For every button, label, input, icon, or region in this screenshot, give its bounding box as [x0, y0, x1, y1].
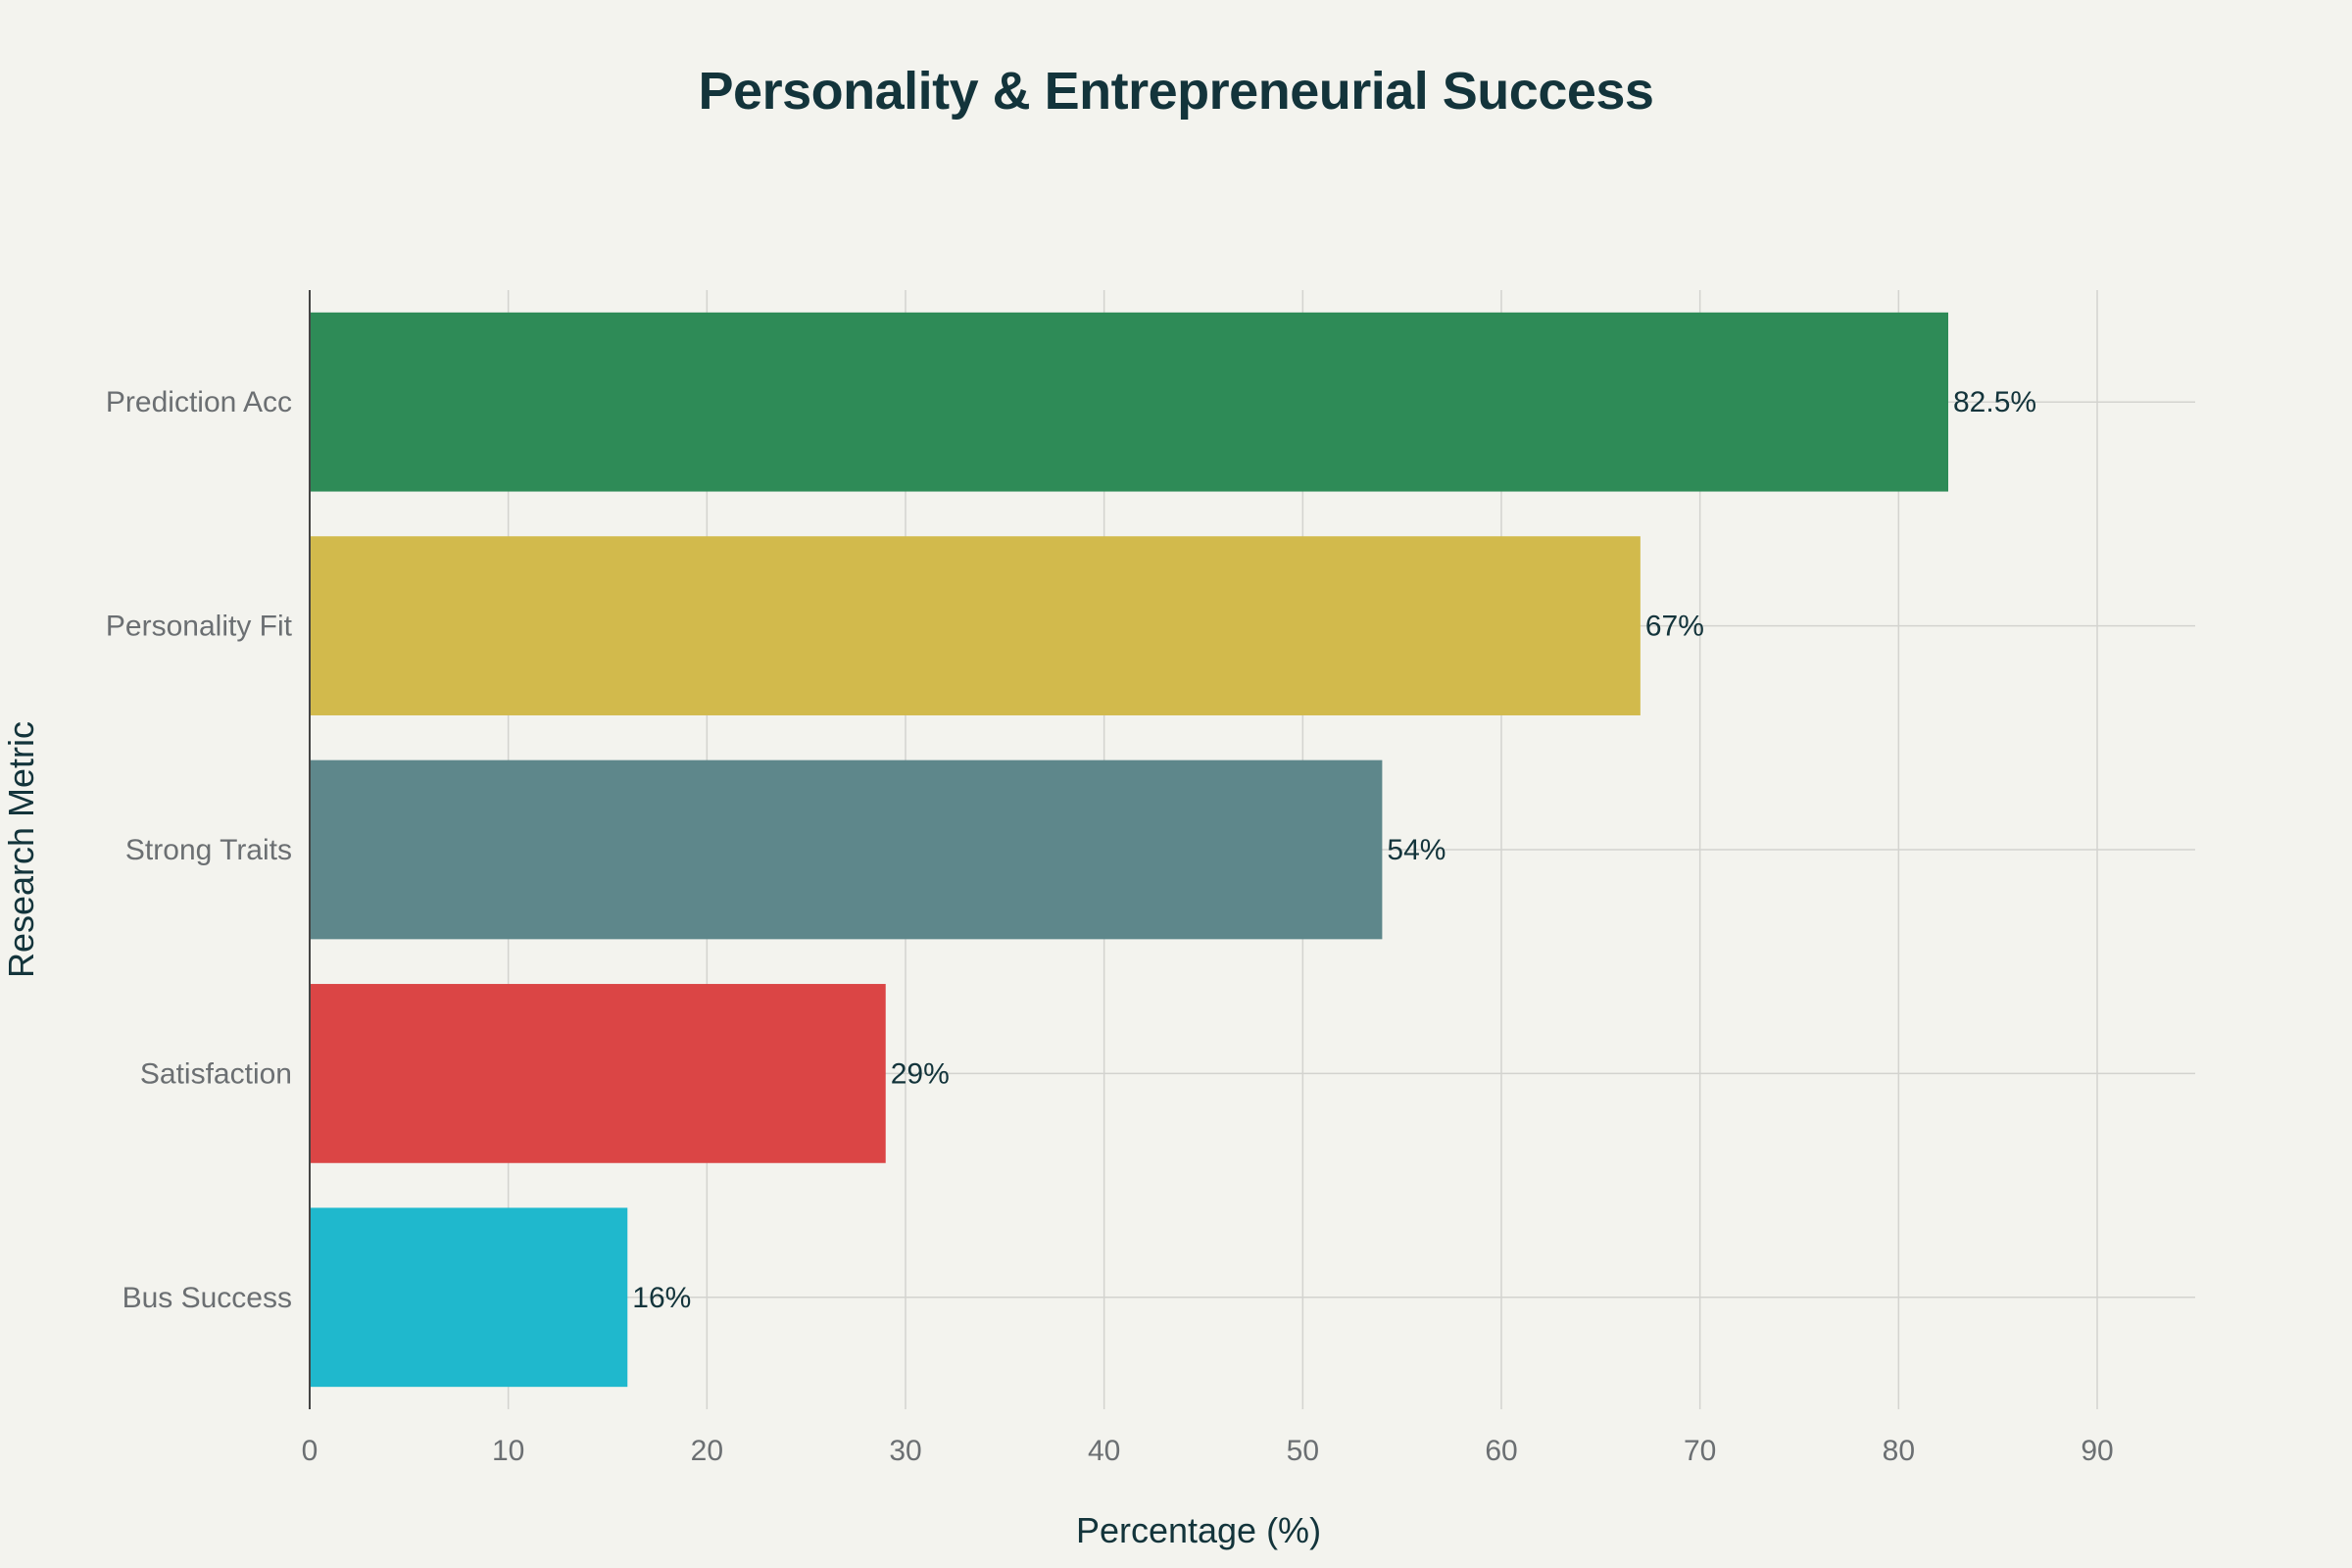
bar[interactable] [310, 312, 1948, 492]
x-tick-label: 30 [889, 1435, 921, 1467]
bar[interactable] [310, 536, 1641, 715]
category-label: Personality Fit [106, 611, 293, 643]
category-label: Strong Traits [125, 834, 292, 866]
category-label: Satisfaction [140, 1057, 292, 1090]
x-tick-label: 10 [492, 1435, 524, 1467]
data-label: 82.5% [1953, 386, 2036, 418]
x-axis-title: Percentage (%) [1076, 1510, 1321, 1550]
bar[interactable] [310, 760, 1383, 940]
chart-title: Personality & Entrepreneurial Success [698, 62, 1654, 121]
data-label: 54% [1387, 834, 1446, 866]
x-tick-label: 50 [1287, 1435, 1319, 1467]
x-tick-label: 0 [302, 1435, 318, 1467]
bars [310, 312, 1948, 1388]
category-label: Bus Success [122, 1282, 292, 1314]
labels: 0 10 20 30 40 50 60 70 80 90 Prediction Acc 82.5% Pe… [106, 386, 2114, 1467]
x-tick-label: 60 [1485, 1435, 1517, 1467]
data-label: 67% [1645, 611, 1704, 643]
data-label: 29% [891, 1057, 950, 1090]
x-tick-label: 40 [1088, 1435, 1120, 1467]
x-tick-label: 70 [1684, 1435, 1716, 1467]
y-axis-title: Research Metric [1, 721, 41, 978]
x-tick-label: 80 [1883, 1435, 1915, 1467]
x-tick-label: 90 [2081, 1435, 2113, 1467]
bar[interactable] [310, 1207, 628, 1388]
bar[interactable] [310, 984, 886, 1163]
data-label: 16% [632, 1282, 691, 1314]
category-label: Prediction Acc [106, 386, 292, 418]
x-tick-label: 20 [691, 1435, 723, 1467]
